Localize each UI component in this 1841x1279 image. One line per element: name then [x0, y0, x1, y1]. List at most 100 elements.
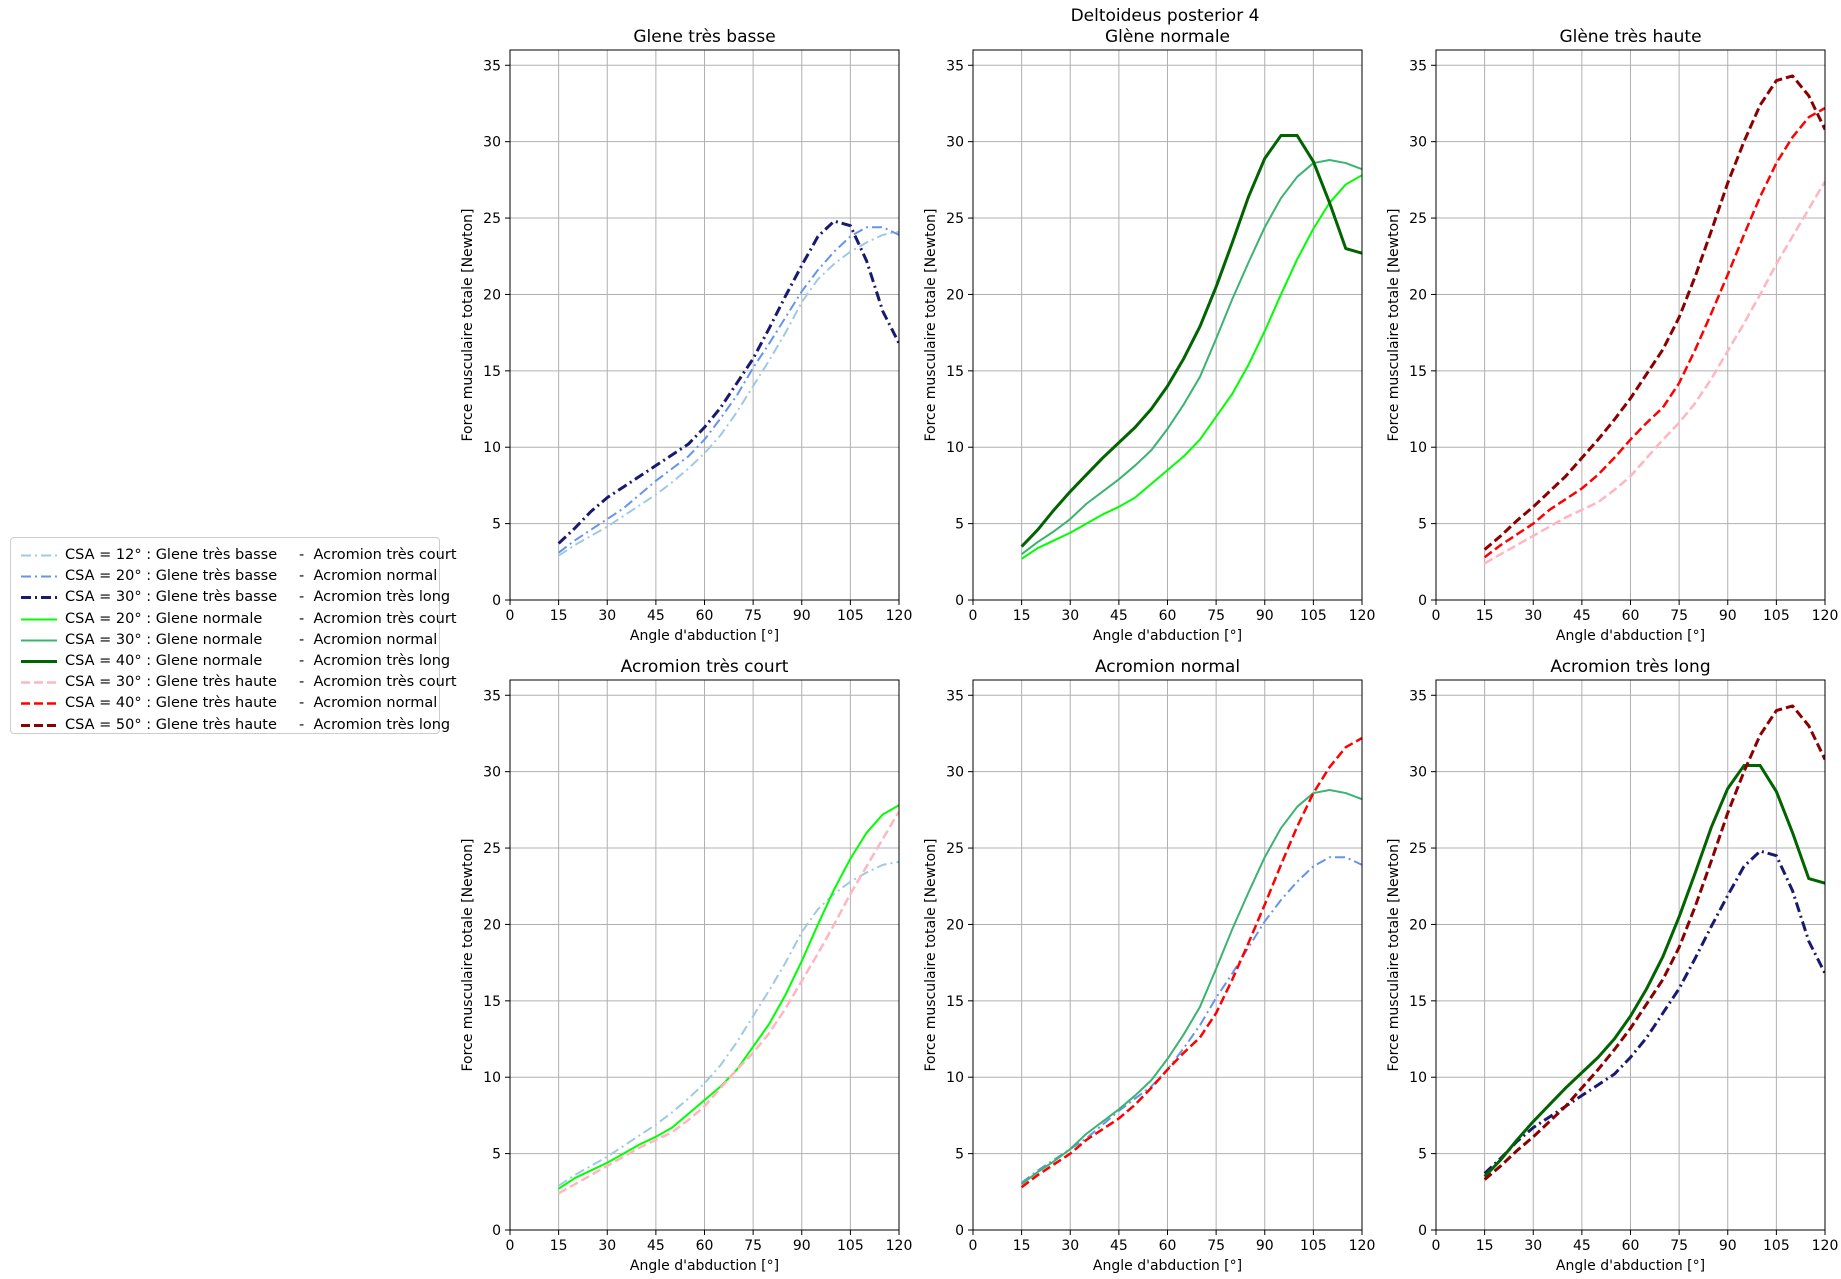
y-tick-label: 25 [1409, 211, 1427, 227]
x-tick-label: 0 [1432, 1238, 1441, 1254]
y-tick-label: 30 [483, 135, 501, 151]
y-tick-label: 35 [483, 58, 501, 74]
chart-panel-1: 0 15 30 45 60 75 90 105 120 0 5 10 15 20 25 30 35 Glene t… [460, 27, 912, 644]
legend-label: CSA = 40° : Glene très haute [65, 695, 277, 712]
y-tick-label: 15 [946, 994, 964, 1010]
x-tick-label: 105 [1763, 1238, 1790, 1254]
y-axis-label: Force musculaire totale [Newton] [1386, 838, 1402, 1071]
x-tick-label: 120 [1349, 1238, 1376, 1254]
x-tick-label: 75 [1207, 608, 1225, 624]
legend-entry: CSA = 40° : Glene très haute - Acromion n… [11, 693, 439, 714]
legend-label: CSA = 30° : Glene très basse [65, 589, 278, 606]
x-tick-label: 45 [1110, 608, 1128, 624]
legend-label: CSA = 20° : Glene normale [65, 610, 263, 627]
y-tick-label: 5 [492, 517, 501, 533]
series-line-2 [558, 804, 899, 1190]
y-tick-label: 0 [1418, 593, 1427, 609]
x-tick-label: 0 [969, 608, 978, 624]
x-tick-label: 105 [1300, 608, 1327, 624]
legend-entry: CSA = 12° : Glene très basse - Acromion t… [11, 545, 457, 566]
legend-swatch [21, 681, 57, 684]
legend-label: CSA = 50° : Glene très haute [65, 716, 277, 733]
y-tick-label: 15 [946, 364, 964, 380]
panel-title: Acromion très court [621, 657, 789, 677]
y-tick-label: 10 [483, 1070, 501, 1086]
legend-suffix: - Acromion très long [299, 589, 451, 606]
figure-suptitle: Deltoideus posterior 4 [1070, 6, 1260, 26]
x-tick-label: 0 [1432, 608, 1441, 624]
panel-title: Glène normale [1105, 27, 1230, 47]
x-tick-label: 30 [1524, 608, 1542, 624]
y-tick-label: 15 [483, 364, 501, 380]
y-tick-label: 10 [1409, 440, 1427, 456]
y-tick-label: 25 [946, 841, 964, 857]
y-axis-label: Force musculaire totale [Newton] [1386, 208, 1402, 441]
y-tick-label: 35 [946, 58, 964, 74]
y-tick-label: 10 [1409, 1070, 1427, 1086]
legend-suffix: - Acromion normal [299, 568, 438, 585]
legend-entry: CSA = 20° : Glene très basse - Acromion n… [11, 566, 439, 587]
x-tick-label: 120 [1349, 608, 1376, 624]
legend-suffix: - Acromion normal [299, 695, 438, 712]
x-axis-label: Angle d'abduction [°] [630, 1258, 779, 1274]
y-axis-label: Force musculaire totale [Newton] [923, 208, 939, 441]
x-axis-label: Angle d'abduction [°] [630, 628, 779, 644]
y-tick-label: 20 [483, 287, 501, 303]
y-tick-label: 25 [1409, 841, 1427, 857]
series-line-2 [1483, 764, 1825, 1178]
x-tick-label: 30 [1061, 608, 1079, 624]
y-tick-label: 5 [955, 517, 964, 533]
y-tick-label: 10 [483, 440, 501, 456]
x-axis-label: Angle d'abduction [°] [1556, 1258, 1705, 1274]
x-tick-label: 90 [1719, 1238, 1737, 1254]
legend-entry: CSA = 30° : Glene très basse - Acromion t… [11, 587, 450, 608]
y-tick-label: 5 [492, 1147, 501, 1163]
legend-swatch [21, 660, 57, 663]
panel-title: Glene très basse [633, 27, 775, 47]
y-tick-label: 5 [1418, 517, 1427, 533]
x-tick-label: 45 [1110, 1238, 1128, 1254]
x-tick-label: 15 [1013, 1238, 1031, 1254]
y-tick-label: 10 [946, 440, 964, 456]
y-tick-label: 20 [1409, 917, 1427, 933]
legend-suffix: - Acromion très court [299, 610, 457, 627]
y-axis-label: Force musculaire totale [Newton] [923, 838, 939, 1071]
legend-swatch [21, 702, 57, 706]
y-tick-label: 30 [1409, 135, 1427, 151]
y-tick-label: 20 [1409, 287, 1427, 303]
x-tick-label: 15 [550, 1238, 568, 1254]
x-tick-label: 90 [1256, 1238, 1274, 1254]
legend-swatch [21, 723, 57, 727]
y-tick-label: 30 [483, 765, 501, 781]
legend-suffix: - Acromion très court [299, 674, 457, 691]
legend-entry: CSA = 50° : Glene très haute - Acromion t… [11, 715, 450, 736]
x-tick-label: 15 [1013, 608, 1031, 624]
x-tick-label: 120 [886, 1238, 913, 1254]
x-tick-label: 45 [1573, 608, 1591, 624]
panel-title: Acromion normal [1095, 657, 1240, 677]
y-tick-label: 0 [1418, 1223, 1427, 1239]
x-tick-label: 90 [1719, 608, 1737, 624]
y-tick-label: 15 [483, 994, 501, 1010]
legend-label: CSA = 30° : Glene normale [65, 631, 263, 648]
y-tick-label: 20 [946, 287, 964, 303]
y-tick-label: 35 [483, 688, 501, 704]
x-tick-label: 15 [1476, 1238, 1494, 1254]
panel-title: Acromion très long [1550, 657, 1710, 677]
x-tick-label: 105 [837, 608, 864, 624]
legend-suffix: - Acromion très long [299, 716, 451, 733]
y-axis-label: Force musculaire totale [Newton] [460, 838, 476, 1071]
x-tick-label: 45 [647, 608, 665, 624]
series-line-2 [1483, 106, 1825, 559]
x-tick-label: 30 [598, 608, 616, 624]
chart-panel-4: 0 15 30 45 60 75 90 105 120 0 5 10 15 20 25 30 35 Acromio… [460, 657, 912, 1274]
series-line-1 [1483, 849, 1825, 1175]
series-line-3 [1020, 736, 1362, 1189]
y-tick-label: 35 [946, 688, 964, 704]
y-tick-label: 30 [946, 135, 964, 151]
series-line-2 [1021, 159, 1362, 555]
x-tick-label: 0 [969, 1238, 978, 1254]
x-axis-label: Angle d'abduction [°] [1556, 628, 1705, 644]
x-tick-label: 75 [1670, 1238, 1688, 1254]
